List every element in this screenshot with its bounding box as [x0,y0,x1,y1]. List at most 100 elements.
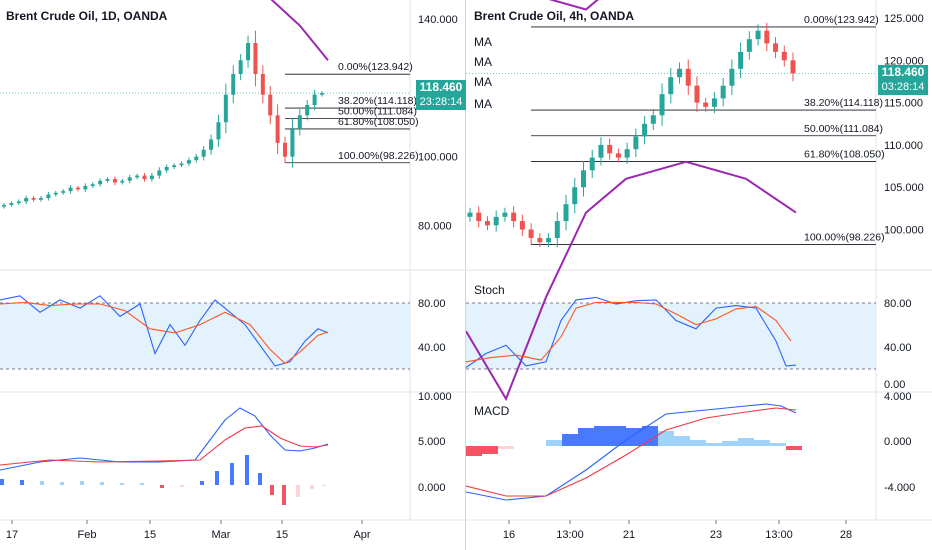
right-price-tick-3: 110.000 [884,140,923,152]
right-candle-body [528,229,534,238]
right-candle-body [738,51,744,69]
right-time-tick-5: 28 [840,529,852,541]
right-macd-histogram-bar [610,426,626,446]
right-macd-line [466,403,797,501]
right-price-tick-1: 120.000 [884,55,924,67]
left-candle-body [164,167,169,171]
left-ma-line-0 [270,0,329,61]
left-fib-label-3: 61.80%(108.050) [338,116,419,128]
left-candle-body [112,179,117,183]
left-time-tick-4: 15 [276,529,288,541]
stoch-indicator-label[interactable]: Stoch [474,283,505,297]
right-fib-label-4: 100.00%(98.226) [804,232,885,244]
right-candle-body [764,30,770,44]
right-macd-histogram-bar [690,440,706,446]
left-price-tick-0: 140.000 [418,14,458,26]
left-macd-histogram-bar [120,483,124,485]
left-macd-histogram-bar [230,463,234,485]
right-macd-histogram-bar [466,446,482,456]
right-time-tick-0: 16 [503,529,515,541]
4h-chart-panel[interactable]: 125.000 120.000 115.000 110.000 105.000 100.0… [466,0,932,550]
left-fib-label-2: 50.00%(111.084) [338,105,417,117]
left-candle-body [127,177,132,181]
right-candle-body [511,212,517,222]
right-stoch-tick-1: 40.00 [884,342,912,354]
4h-last-price: 118.460 [881,65,925,79]
left-candle-body [320,93,324,95]
right-candle-body [694,85,700,103]
right-macd-histogram-bar [594,426,610,446]
right-candle-body [502,212,508,217]
right-time-tick-3: 23 [710,529,722,541]
right-candle-body [790,60,796,74]
left-candle-body [253,43,258,74]
left-macd-histogram-bar [180,485,184,487]
left-candle-body [223,94,228,123]
right-ma-line-0 [466,160,797,402]
left-candle-body [297,115,302,130]
right-stoch-k-line [466,296,797,368]
left-candle-body [194,156,199,161]
left-candle-body [305,105,310,116]
left-macd-tick-1: 5.000 [418,436,446,448]
ma-legend-3[interactable]: MA [474,75,492,89]
right-stoch-tick-0: 80.00 [884,298,912,310]
right-candle-body [703,102,709,107]
right-price-tick-5: 100.000 [884,225,924,237]
left-candle-body [46,194,51,198]
left-candle-body [275,115,280,143]
left-macd-histogram-bar [282,485,286,505]
right-macd-histogram-bar [786,446,802,450]
macd-indicator-label[interactable]: MACD [474,404,510,418]
right-candle-body [493,216,499,226]
ma-legend-4[interactable]: MA [474,97,492,111]
left-fib-label-1: 38.20%(114.118) [338,95,417,107]
right-macd-histogram-bar [498,446,514,449]
left-candle-body [90,184,95,186]
daily-bar-countdown: 23:28:14 [419,96,463,108]
left-candle-body [83,185,88,190]
left-candle-body [260,74,265,95]
left-macd-histogram-bar [80,481,84,485]
ma-legend-1[interactable]: MA [474,35,492,49]
left-macd-histogram-bar [245,455,249,485]
left-price-tick-1: 100.000 [418,152,458,164]
left-macd-histogram-bar [258,473,262,485]
right-signal-line [466,407,797,497]
left-candle-body [38,198,43,200]
left-candle-body [283,142,288,157]
left-candle-body [98,180,103,185]
right-candle-body [650,115,656,124]
left-candle-body [231,74,236,95]
left-candle-body [149,175,154,180]
left-candle-body [268,94,273,116]
left-candle-body [142,175,147,180]
right-candle-body [668,77,674,95]
right-price-tick-4: 105.000 [884,182,924,194]
left-fib-label-4: 100.00%(98.226) [338,150,419,162]
left-candle-body [179,163,184,166]
left-macd-histogram-bar [322,485,326,486]
left-candle-body [157,170,162,176]
left-fib-label-0: 0.00%(123.942) [338,61,413,73]
daily-chart-title: Brent Crude Oil, 1D, OANDA [6,9,168,23]
right-macd-histogram-bar [546,440,562,446]
4h-chart-canvas[interactable]: 125.000 120.000 115.000 110.000 105.000 100.0… [466,0,932,550]
left-stoch-tick-0: 80.00 [418,298,446,310]
right-macd-tick-0: 4.000 [884,391,912,403]
left-macd-histogram-bar [310,485,314,489]
right-stoch-d-line [466,301,792,363]
left-candle-body [238,60,243,74]
right-fib-label-2: 50.00%(111.084) [804,123,883,135]
right-candle-body [572,187,578,205]
left-stoch-tick-1: 40.00 [418,342,446,354]
daily-chart-canvas[interactable]: 140.000 100.000 80.000 80.00 40.00 10.000 5.00… [0,0,466,550]
right-candle-body [598,144,604,158]
daily-chart-panel[interactable]: 140.000 100.000 80.000 80.00 40.00 10.000 5.00… [0,0,466,550]
ma-legend-2[interactable]: MA [474,55,492,69]
left-candle-body [24,198,29,202]
left-macd-line [0,407,329,471]
left-candle-body [9,203,14,205]
right-candle-body [729,68,735,86]
right-fib-label-0: 0.00%(123.942) [804,14,879,26]
